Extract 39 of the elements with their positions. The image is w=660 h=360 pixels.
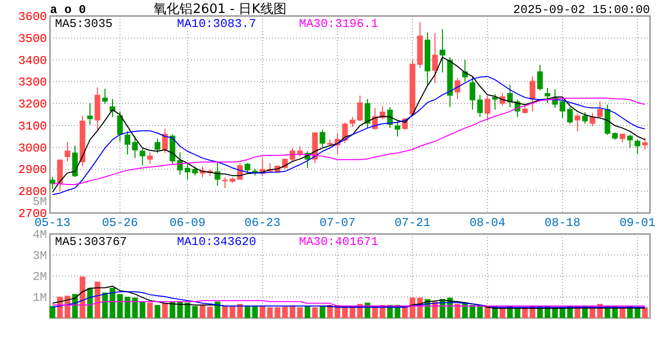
x-tick-label: 05-26 xyxy=(102,216,138,230)
bar xyxy=(304,306,310,318)
bar xyxy=(50,306,56,318)
bar xyxy=(454,304,460,318)
legend: MA5:303767 MA10:343620 MA30:401671 xyxy=(55,235,378,249)
y-tick-label: 1M xyxy=(32,291,47,305)
bar xyxy=(312,307,318,318)
bar xyxy=(154,304,160,318)
y-tick-label: 3500 xyxy=(18,32,47,46)
legend: MA5:3035 MA10:3083.7 MA30:3196.1 xyxy=(55,17,378,31)
x-tick-label: 09-01 xyxy=(619,216,656,230)
chart-title: 氧化铝2601 - 日K线图 xyxy=(154,2,286,17)
bar xyxy=(620,307,626,318)
y-tick-label: 3600 xyxy=(18,10,47,24)
x-tick-label: 07-21 xyxy=(394,216,430,230)
y-tick-label: 3000 xyxy=(18,141,47,156)
bar xyxy=(320,306,326,318)
bar xyxy=(162,303,168,318)
x-tick-label: 08-04 xyxy=(469,216,506,230)
y-tick-label: 2900 xyxy=(18,163,47,178)
bar xyxy=(147,302,153,318)
x-tick-label: 06-09 xyxy=(169,216,206,230)
x-tick-label: 08-18 xyxy=(544,216,580,230)
x-tick-label: 06-23 xyxy=(244,216,280,230)
bar xyxy=(80,276,86,318)
y-tick-label: 3M xyxy=(32,249,47,263)
annotation: 2025-09-02 15:00:00 xyxy=(513,3,650,17)
bar xyxy=(484,306,490,318)
y-tick-label: 3400 xyxy=(18,54,47,68)
y-tick-label: 3200 xyxy=(18,98,47,112)
bar xyxy=(642,307,648,318)
bar xyxy=(214,302,220,318)
y-tick-label: 3100 xyxy=(18,119,47,134)
annotation: a o 0 xyxy=(50,3,86,17)
y-tick-label: 4M xyxy=(32,228,47,242)
y-tick-label: 3300 xyxy=(18,76,47,90)
y-tick-label: 2M xyxy=(32,270,47,284)
text: 5M xyxy=(32,195,47,209)
x-tick-label: 07-07 xyxy=(319,216,356,230)
